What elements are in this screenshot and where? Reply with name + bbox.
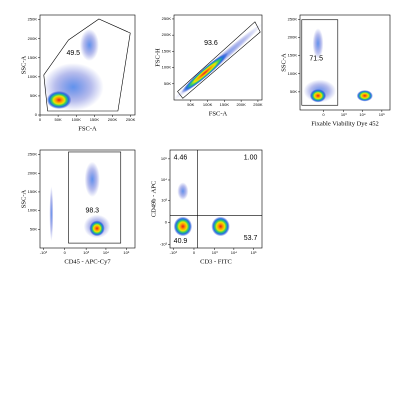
y-tick-label: 100K (288, 71, 298, 76)
gate-percentage: 4.46 (174, 155, 188, 162)
density-blob (173, 216, 193, 237)
y-tick-label: 50K (290, 89, 297, 94)
gate (301, 19, 339, 106)
x-tick-label: 10⁴ (231, 250, 237, 255)
x-tick-label: 0 (322, 112, 325, 117)
x-tick-label: 100K (72, 117, 82, 122)
density-blob (89, 220, 105, 237)
plot-frame (173, 14, 263, 101)
y-tick-label: 250K (28, 152, 38, 157)
x-tick-label: -10³ (40, 250, 48, 255)
y-tick-label: 10³ (161, 197, 167, 202)
plot-frame (39, 149, 136, 249)
y-tick-label: 150K (28, 189, 38, 194)
y-tick-label: 250K (288, 16, 298, 21)
plot-frame (299, 14, 391, 111)
y-tick-label: 200K (162, 32, 172, 37)
density-blob (356, 90, 373, 102)
gate (43, 18, 131, 112)
density-blob (49, 186, 54, 242)
y-tick-label: 100K (28, 208, 38, 213)
y-tick-label: -10³ (160, 242, 168, 247)
x-axis-label: CD45 - APC-Cy7 (64, 258, 111, 265)
density-blob (177, 182, 189, 200)
y-axis-label: FSC-H (154, 48, 161, 67)
gate (68, 151, 122, 244)
y-tick-label: 150K (28, 55, 38, 60)
gate-percentage: 53.7 (244, 235, 258, 242)
y-tick-label: 200K (28, 36, 38, 41)
plot-frame (39, 14, 136, 116)
x-tick-label: 0 (193, 250, 196, 255)
gate-percentage: 1.00 (244, 155, 258, 162)
density-blob (309, 89, 327, 103)
x-axis-label: FSC-A (78, 125, 97, 132)
y-tick-label: 0 (35, 112, 38, 117)
y-tick-label: 100K (28, 74, 38, 79)
gate-percentage: 98.3 (85, 208, 99, 215)
x-tick-label: 100K (203, 102, 213, 107)
x-tick-label: 50K (187, 102, 194, 107)
y-axis-label: CD49b - APC (150, 181, 157, 217)
gate-percentage: 71.5 (309, 56, 323, 63)
x-tick-label: 0 (39, 117, 42, 122)
y-tick-label: 0 (165, 220, 168, 225)
y-tick-label: 50K (30, 93, 37, 98)
x-tick-label: 150K (90, 117, 100, 122)
density-blob (46, 91, 72, 109)
y-tick-label: 10⁴ (161, 177, 167, 182)
density-blob (181, 52, 229, 93)
x-tick-label: -10³ (170, 250, 178, 255)
y-tick-label: 150K (162, 48, 172, 53)
x-tick-label: 150K (220, 102, 230, 107)
x-tick-label: 200K (236, 102, 246, 107)
y-axis-label: SSC-A (280, 53, 287, 72)
gate (177, 21, 261, 99)
x-tick-label: 200K (108, 117, 118, 122)
density-blob (211, 216, 230, 237)
y-tick-label: 250K (162, 16, 172, 21)
y-tick-label: 50K (30, 226, 37, 231)
x-tick-label: 10⁵ (251, 250, 257, 255)
y-tick-label: 150K (288, 53, 298, 58)
y-tick-label: 100K (162, 65, 172, 70)
y-tick-label: 200K (288, 35, 298, 40)
density-blob (84, 161, 100, 198)
y-tick-label: 250K (28, 17, 38, 22)
plot-frame (169, 149, 263, 249)
x-tick-label: 250K (126, 117, 136, 122)
x-tick-label: 10⁵ (123, 250, 129, 255)
y-tick-label: 200K (28, 170, 38, 175)
density-blob (79, 29, 99, 61)
y-tick-label: 50K (164, 81, 171, 86)
x-axis-label: Fixable Viability Dye 452 (311, 120, 379, 127)
x-tick-label: 10⁴ (359, 112, 365, 117)
gate-percentage: 93.6 (204, 40, 218, 47)
x-tick-label: 0 (64, 250, 67, 255)
x-axis-label: FSC-A (209, 110, 228, 117)
y-axis-label: SSC-A (20, 189, 27, 208)
x-tick-label: 10⁴ (103, 250, 109, 255)
gate-percentage: 49.5 (66, 50, 80, 57)
y-tick-label: 10⁵ (161, 156, 167, 161)
x-axis-label: CD3 - FITC (200, 258, 232, 265)
gate-percentage: 40.9 (174, 238, 188, 245)
x-tick-label: 50K (55, 117, 62, 122)
x-tick-label: 250K (253, 102, 263, 107)
y-axis-label: SSC-A (20, 55, 27, 74)
x-tick-label: 10³ (83, 250, 89, 255)
x-tick-label: 10⁵ (379, 112, 385, 117)
density-blob (312, 28, 324, 59)
x-tick-label: 10³ (341, 112, 347, 117)
x-tick-label: 10³ (212, 250, 218, 255)
